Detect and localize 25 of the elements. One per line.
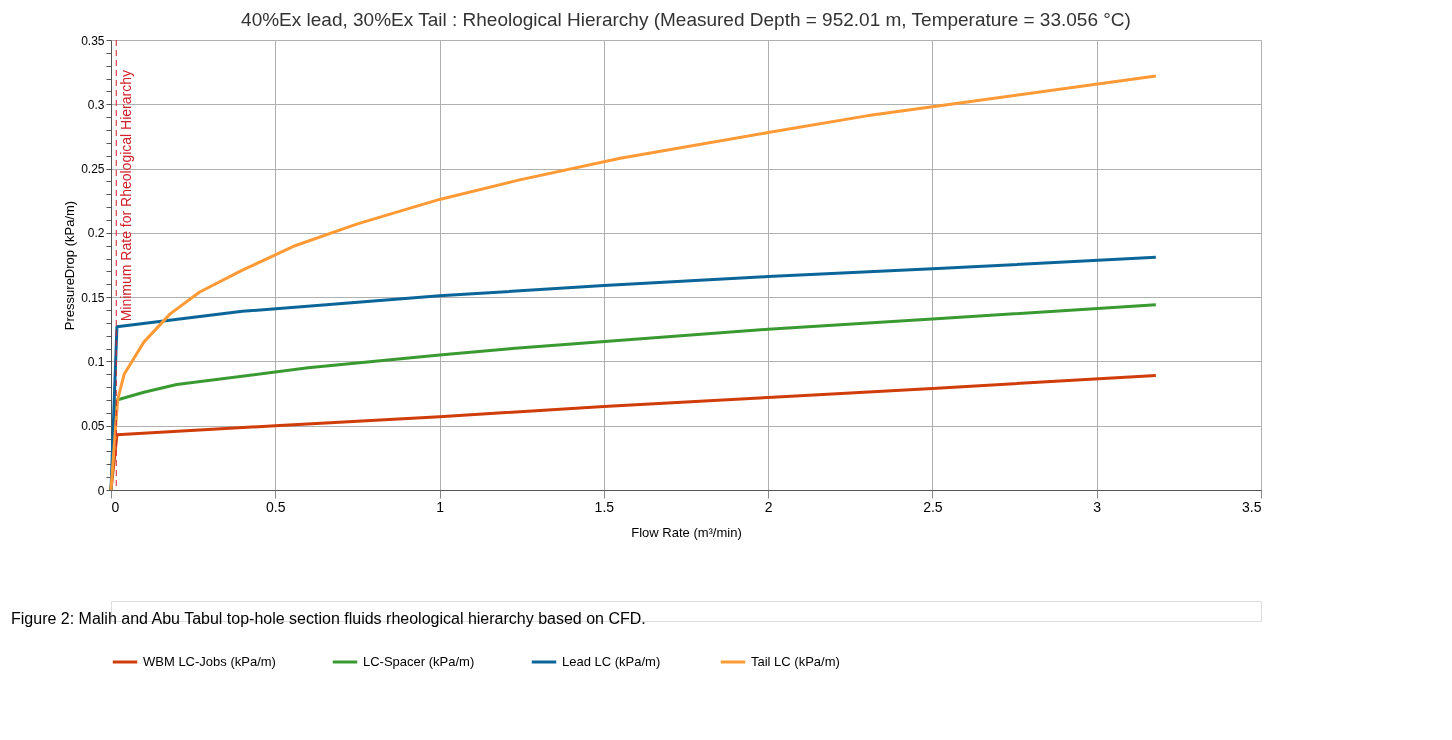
y-tick-label: 0.2 xyxy=(87,226,105,241)
caption: Figure 2: Malih and Abu Tabul top-hole section fluids rheological hierarchy based on CFD. xyxy=(11,610,646,627)
legend-label: WBM LC-Jobs (kPa/m) xyxy=(143,654,276,669)
x-tick-label: 0.5 xyxy=(266,498,286,515)
x-tick-label: 3 xyxy=(1093,498,1102,515)
y-tick-label: 0 xyxy=(97,483,105,498)
x-tick-label: 2 xyxy=(764,498,773,515)
y-tick-label: 0.1 xyxy=(87,354,105,369)
y-tick-label: 0.35 xyxy=(81,33,105,48)
y-axis-title: PressureDrop (kPa/m) xyxy=(62,200,78,331)
legend-label: Tail LC (kPa/m) xyxy=(751,654,840,669)
ref-line-label: Minimum Rate for Rheological Hierarchy xyxy=(118,70,135,322)
y-tick-label: 0.3 xyxy=(87,97,105,112)
x-axis-title: Flow Rate (m³/min) xyxy=(631,524,742,540)
y-tick-label: 0.05 xyxy=(81,419,105,434)
legend-label: LC-Spacer (kPa/m) xyxy=(363,654,475,669)
x-tick-label: 1.5 xyxy=(594,498,615,515)
legend-label: Lead LC (kPa/m) xyxy=(562,654,661,669)
chart-title: 40%Ex lead, 30%Ex Tail : Rheological Hierarchy (Measured Depth = 952.01 m, Temperature = 33.056 °C) xyxy=(241,9,1131,30)
x-tick-label: 3.5 xyxy=(1242,498,1262,515)
x-tick-label: 1 xyxy=(436,498,445,515)
y-tick-label: 0.15 xyxy=(81,290,105,305)
y-tick-label: 0.25 xyxy=(81,162,105,177)
x-tick-label: 2.5 xyxy=(923,498,943,515)
x-tick-label: 0 xyxy=(111,498,120,515)
